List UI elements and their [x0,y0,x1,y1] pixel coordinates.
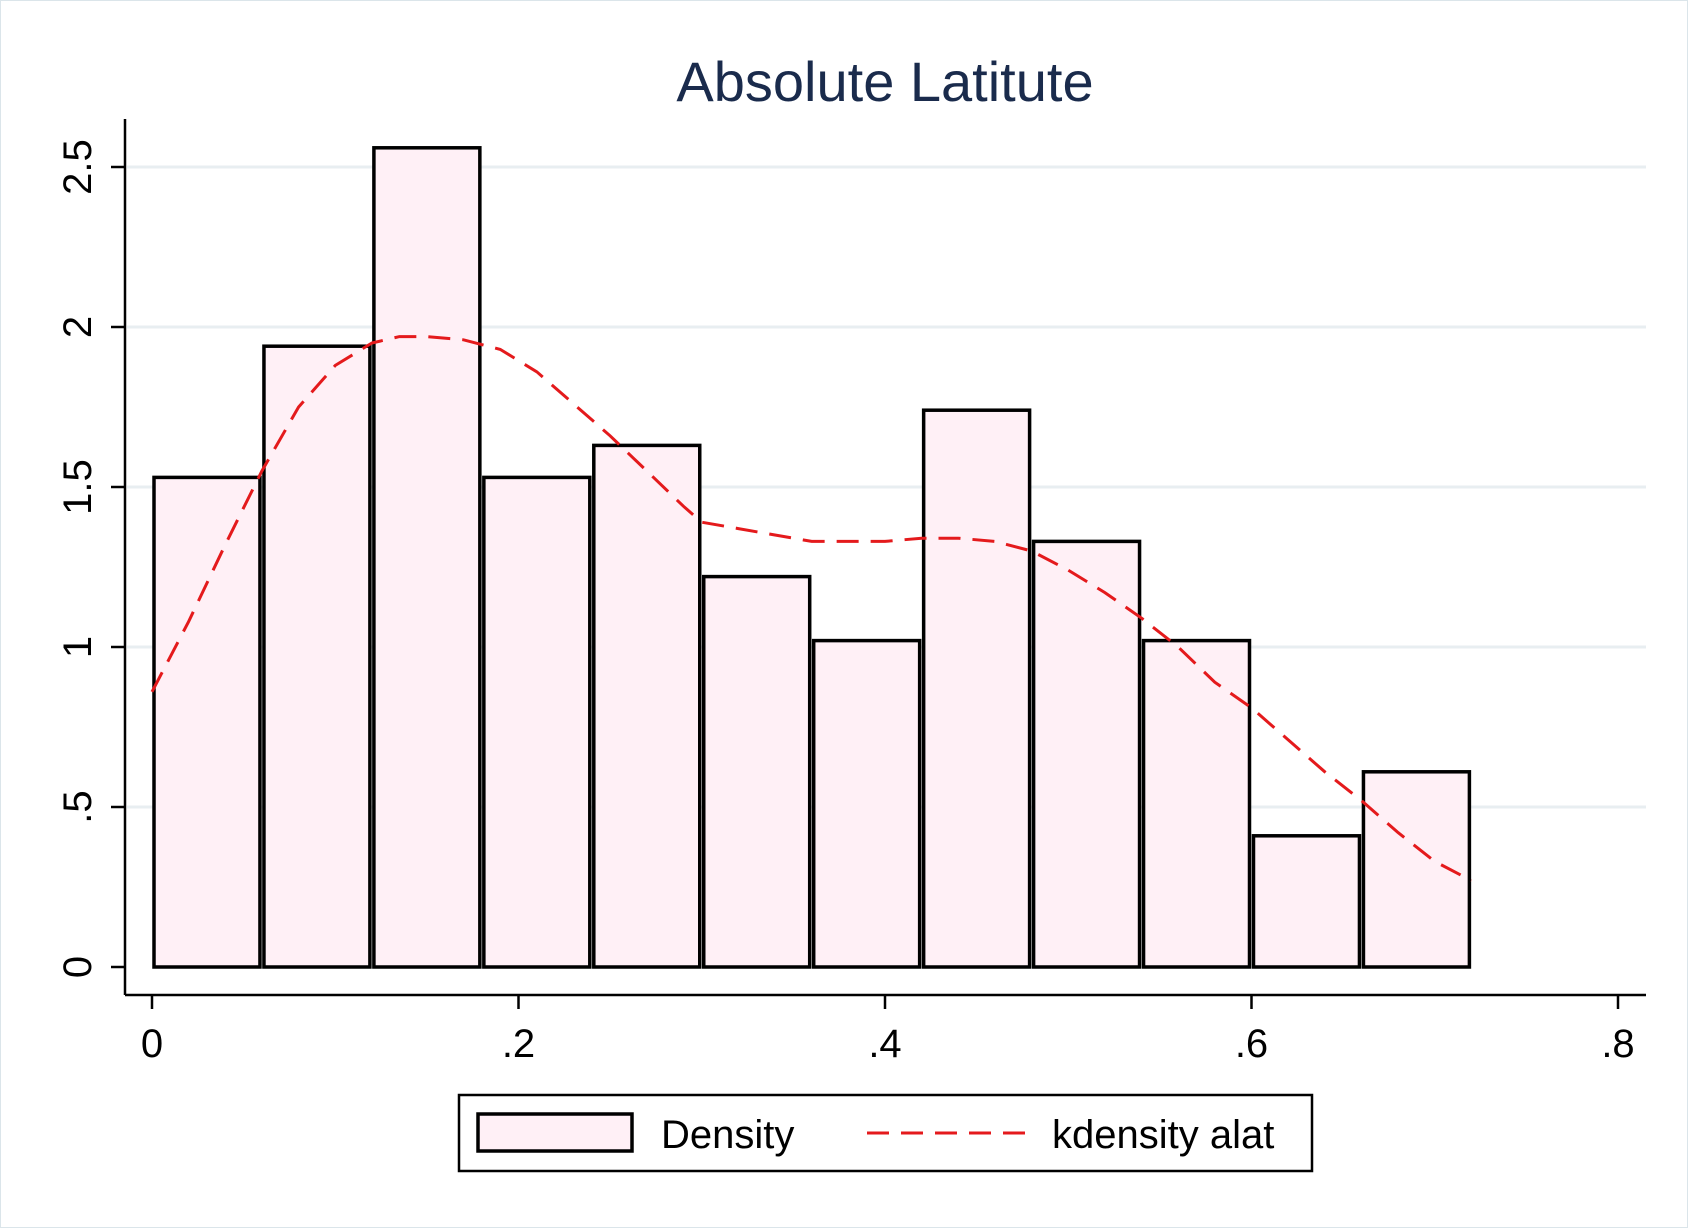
x-tick-label-4: .8 [1601,1022,1634,1066]
histogram-bar-5 [702,574,812,969]
y-tick-label-0: 0 [56,956,100,978]
x-tick-label-0: 0 [141,1022,163,1066]
histogram-bars [152,146,1472,969]
legend-kdensity-label: kdensity alat [1052,1113,1274,1157]
kdensity-line [150,335,1473,882]
y-tick-label-4: 2 [56,316,100,338]
chart-title: Absolute Latitute [676,50,1093,113]
y-tick-label-1: .5 [56,790,100,823]
legend-density-label: Density [661,1113,794,1157]
y-tick-label-5: 2.5 [56,139,100,195]
histogram-bar-4 [592,443,702,969]
legend: Density kdensity alat [457,1093,1314,1173]
y-tick-label-3: 1.5 [56,459,100,515]
histogram-bar-3 [482,475,592,969]
legend-density-swatch [476,1112,634,1153]
histogram-bar-2 [372,146,482,969]
y-tick-label-2: 1 [56,636,100,658]
histogram-bar-10 [1251,834,1362,969]
histogram-bar-1 [262,344,372,969]
x-tick-label-2: .4 [868,1022,901,1066]
x-tick-label-1: .2 [502,1022,535,1066]
y-axis-ticks: 0 .5 1 1.5 2 2.5 [56,139,125,978]
histogram-bar-9 [1141,638,1252,969]
histogram-bar-8 [1031,539,1142,969]
histogram-bar-6 [811,638,922,969]
histogram-bar-0 [152,475,262,969]
x-tick-label-3: .6 [1235,1022,1268,1066]
histogram-bar-7 [921,408,1032,969]
x-axis-ticks: 0 .2 .4 .6 .8 [141,995,1635,1066]
histogram-bar-11 [1361,770,1472,969]
kdensity-line-group [150,335,1473,882]
